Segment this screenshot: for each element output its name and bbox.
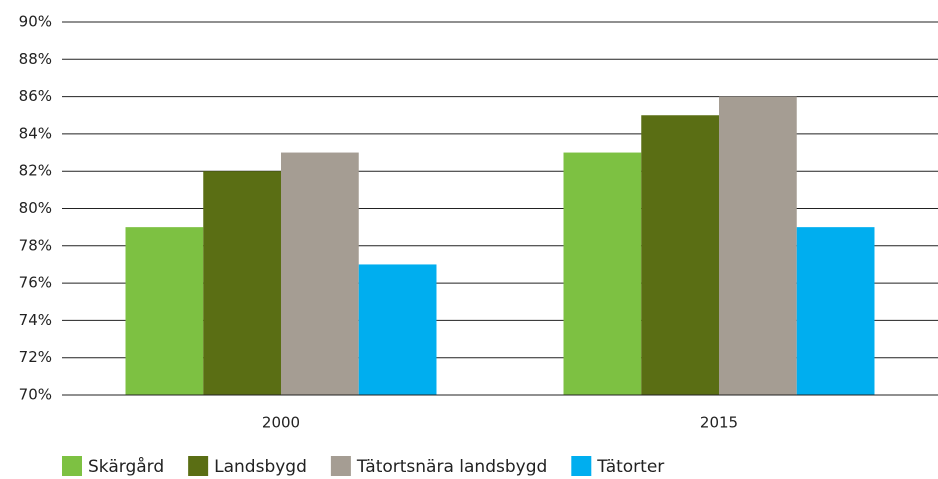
bar — [641, 115, 719, 395]
legend-swatch — [571, 456, 592, 476]
y-tick-label: 74% — [19, 311, 52, 329]
bar — [358, 264, 437, 395]
y-tick-label: 76% — [19, 274, 52, 292]
legend-label: Skärgård — [88, 456, 164, 477]
bar — [719, 96, 797, 395]
y-tick-label: 80% — [19, 199, 52, 217]
y-tick-label: 72% — [19, 348, 52, 366]
legend-label: Tätorter — [596, 457, 664, 477]
y-tick-label: 90% — [19, 13, 52, 31]
bar — [203, 171, 281, 395]
legend-label: Tätortsnära landsbygd — [356, 457, 547, 477]
legend-swatch — [188, 456, 209, 476]
y-tick-label: 88% — [19, 50, 52, 68]
x-tick-label: 2000 — [262, 414, 300, 432]
y-tick-label: 78% — [19, 236, 52, 254]
bar — [125, 227, 204, 395]
bar — [281, 152, 359, 395]
bar — [796, 227, 875, 395]
legend-swatch — [62, 456, 82, 476]
y-tick-label: 86% — [19, 87, 52, 105]
legend-swatch — [330, 456, 351, 476]
y-tick-label: 82% — [19, 162, 52, 180]
y-tick-label: 70% — [19, 386, 52, 404]
x-tick-label: 2015 — [700, 414, 738, 432]
y-tick-label: 84% — [19, 124, 52, 142]
bar — [563, 152, 642, 395]
legend-label: Landsbygd — [214, 457, 307, 477]
